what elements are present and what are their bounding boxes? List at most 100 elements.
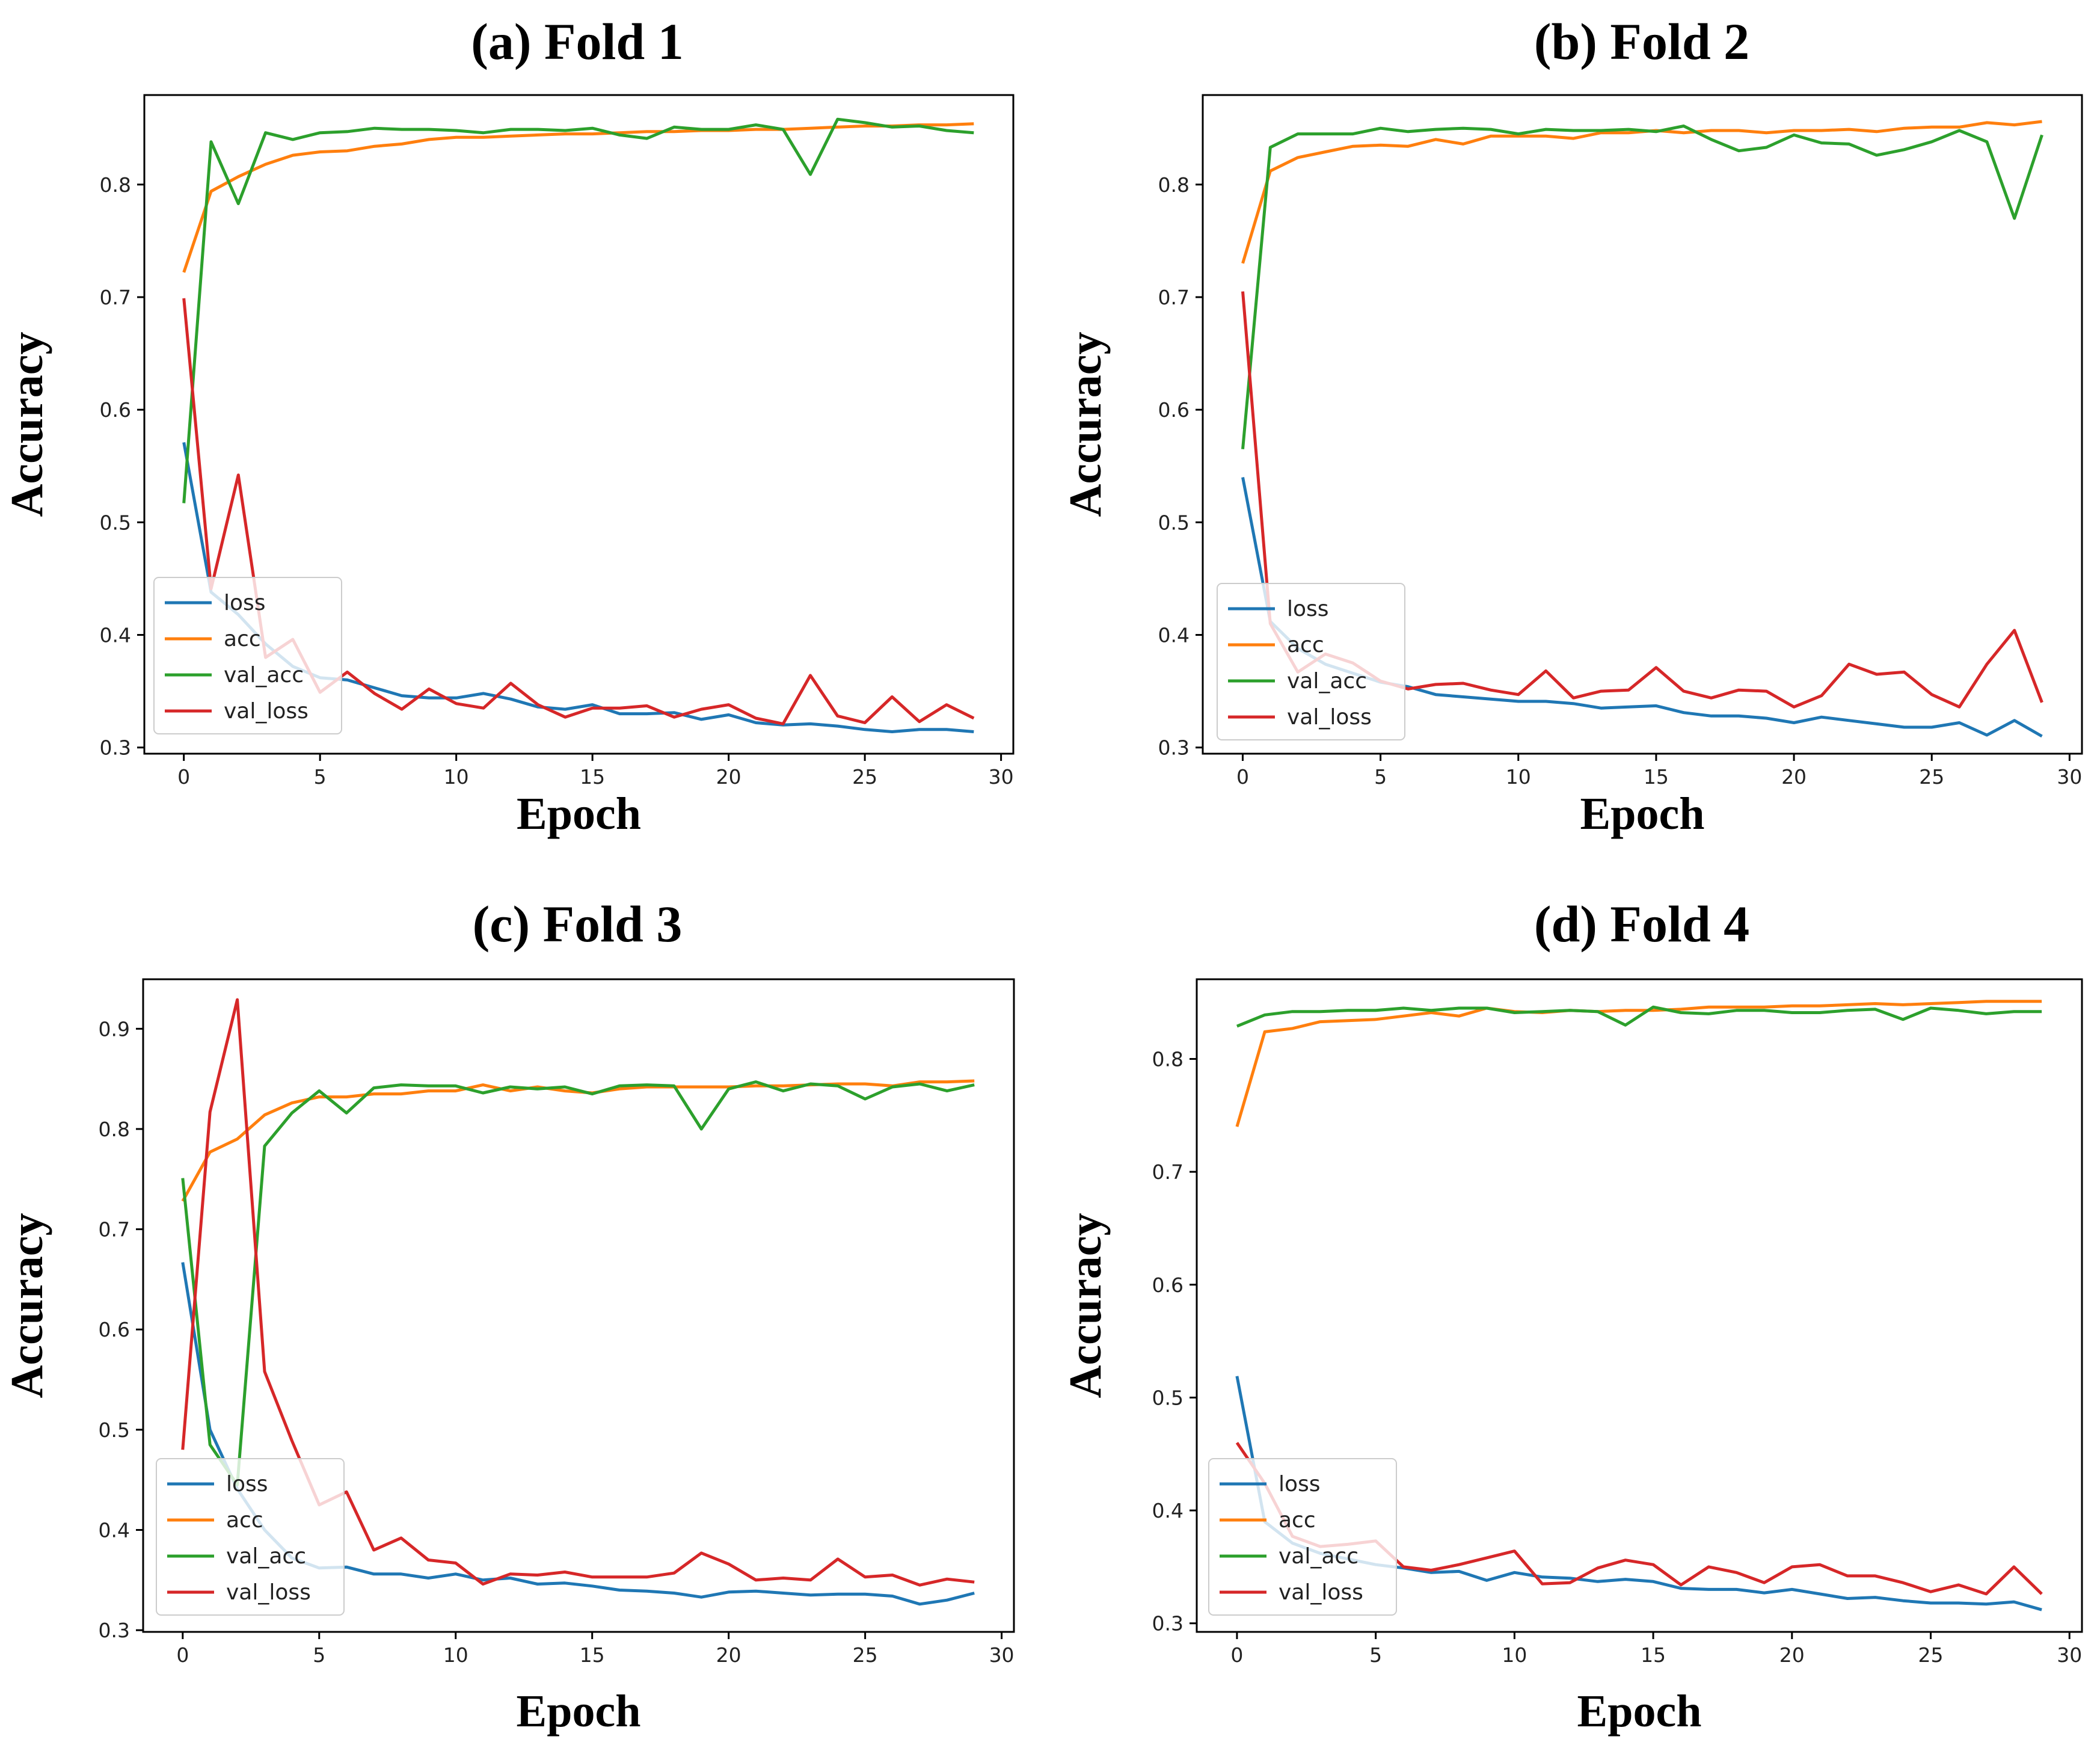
legend-label: val_loss: [224, 699, 309, 724]
y-tick-label: 0.5: [1152, 1386, 1184, 1409]
series-line-val-acc: [1241, 125, 2043, 449]
plot-frame: [143, 94, 1015, 755]
legend-label: loss: [1279, 1472, 1321, 1497]
plot-frame: [1196, 978, 2083, 1633]
y-tick-label: 0.4: [100, 624, 131, 647]
y-tick-label: 0.5: [1158, 511, 1190, 534]
x-tick-label: 30: [989, 765, 1014, 789]
y-tick-label: 0.4: [1158, 624, 1190, 647]
chart-title: (a) Fold 1: [471, 13, 684, 70]
y-tick-label: 0.7: [100, 286, 131, 309]
y-tick-label: 0.9: [99, 1017, 130, 1041]
y-axis-label: Accuracy: [1060, 331, 1111, 517]
legend-label: acc: [226, 1508, 263, 1533]
series-line-val-acc: [1236, 1005, 2042, 1028]
legend-label: acc: [1279, 1508, 1316, 1533]
legend: loss acc val_acc val_loss: [156, 1458, 345, 1616]
y-tick-label: 0.4: [99, 1519, 130, 1542]
y-tick-label: 0.4: [1152, 1499, 1184, 1522]
y-tick-label: 0.7: [1152, 1160, 1184, 1184]
legend-label: loss: [224, 591, 266, 615]
x-tick-label: 10: [1506, 765, 1531, 789]
legend-label: acc: [224, 627, 261, 651]
chart-title: (d) Fold 4: [1534, 895, 1749, 953]
x-tick-label: 15: [1644, 765, 1669, 789]
y-tick-label: 0.3: [1152, 1612, 1184, 1635]
x-tick-label: 20: [1781, 765, 1807, 789]
y-tick-label: 0.6: [1158, 398, 1190, 422]
legend-label: val_acc: [224, 663, 304, 688]
x-tick-label: 10: [443, 1643, 468, 1667]
legend-box: [156, 1458, 345, 1616]
x-axis-label: Epoch: [517, 789, 641, 839]
x-tick-label: 25: [1918, 1643, 1944, 1667]
x-tick-label: 25: [853, 1643, 878, 1667]
y-axis-label: Accuracy: [2, 1213, 52, 1398]
y-tick-label: 0.8: [1152, 1047, 1184, 1071]
series-line-acc: [182, 122, 974, 273]
chart-panel-1: (a) Fold 1 0 5 10 15 20 25 30 0.3 0.4 0.5 0.6 0.7 0.8…: [2, 13, 1015, 839]
legend-label: loss: [1287, 597, 1329, 621]
x-tick-label: 30: [989, 1643, 1015, 1667]
chart-title: (c) Fold 3: [473, 895, 683, 953]
x-tick-label: 0: [1236, 765, 1249, 789]
plot-frame: [1202, 94, 2083, 755]
legend-label: acc: [1287, 633, 1324, 657]
legend: loss acc val_acc val_loss: [153, 577, 342, 734]
plot-frame: [142, 978, 1015, 1633]
x-tick-label: 5: [313, 1643, 325, 1667]
x-tick-label: 10: [444, 765, 469, 789]
x-tick-label: 30: [2057, 1643, 2082, 1667]
legend-label: val_acc: [1287, 669, 1367, 694]
y-axis-label: Accuracy: [1060, 1213, 1111, 1398]
chart-panel-2: (b) Fold 2 0 5 10 15 20 25 30 0.3 0.4 0.5 0.6 0.7 0.8…: [1060, 13, 2083, 839]
legend-label: val_loss: [226, 1580, 311, 1605]
x-tick-label: 25: [1919, 765, 1944, 789]
y-tick-label: 0.8: [1158, 173, 1190, 197]
x-tick-label: 20: [1779, 1643, 1805, 1667]
y-tick-label: 0.6: [100, 398, 131, 422]
legend: loss acc val_acc val_loss: [1217, 583, 1405, 740]
legend-label: val_acc: [1279, 1544, 1359, 1569]
x-tick-label: 30: [2057, 765, 2082, 789]
y-tick-label: 0.3: [1158, 736, 1190, 760]
legend-label: loss: [226, 1472, 268, 1497]
x-tick-label: 5: [1374, 765, 1387, 789]
y-tick-label: 0.5: [100, 511, 131, 534]
y-tick-label: 0.5: [99, 1418, 130, 1442]
y-tick-label: 0.6: [99, 1318, 130, 1341]
y-tick-label: 0.8: [99, 1118, 130, 1141]
x-tick-label: 15: [580, 1643, 605, 1667]
x-axis-label: Epoch: [517, 1686, 641, 1737]
x-tick-label: 20: [716, 1643, 741, 1667]
x-tick-label: 25: [852, 765, 877, 789]
series-line-val-acc: [181, 1080, 975, 1486]
chart-title: (b) Fold 2: [1534, 13, 1749, 70]
legend-box: [153, 577, 342, 734]
legend-label: val_acc: [226, 1544, 306, 1569]
legend-label: val_loss: [1287, 705, 1372, 730]
y-tick-label: 0.3: [100, 736, 131, 760]
x-axis-label: Epoch: [1580, 789, 1705, 839]
x-tick-label: 5: [1369, 1643, 1382, 1667]
series-line-acc: [1235, 1000, 2042, 1127]
y-axis-label: Accuracy: [2, 331, 52, 517]
series-line-val-acc: [182, 117, 974, 503]
x-tick-label: 5: [314, 765, 327, 789]
x-tick-label: 15: [580, 765, 605, 789]
x-tick-label: 10: [1502, 1643, 1527, 1667]
legend: loss acc val_acc val_loss: [1208, 1458, 1397, 1616]
chart-panel-4: (d) Fold 4 0 5 10 15 20 25 30 0.3 0.4 0.5 0.6 0.7 0.8…: [1060, 895, 2083, 1737]
x-tick-label: 0: [176, 1643, 189, 1667]
legend-box: [1217, 583, 1405, 740]
y-tick-label: 0.7: [1158, 286, 1190, 309]
y-tick-label: 0.3: [99, 1619, 130, 1642]
x-axis-label: Epoch: [1577, 1686, 1702, 1737]
y-tick-label: 0.8: [100, 173, 131, 197]
x-tick-label: 15: [1641, 1643, 1666, 1667]
x-tick-label: 0: [1230, 1643, 1243, 1667]
y-tick-label: 0.7: [99, 1218, 130, 1242]
chart-panel-3: (c) Fold 3 0 5 10 15 20 25 30 0.3 0.4 0.5 0.6 0.7 0.8…: [2, 895, 1015, 1737]
legend-label: val_loss: [1279, 1580, 1363, 1605]
